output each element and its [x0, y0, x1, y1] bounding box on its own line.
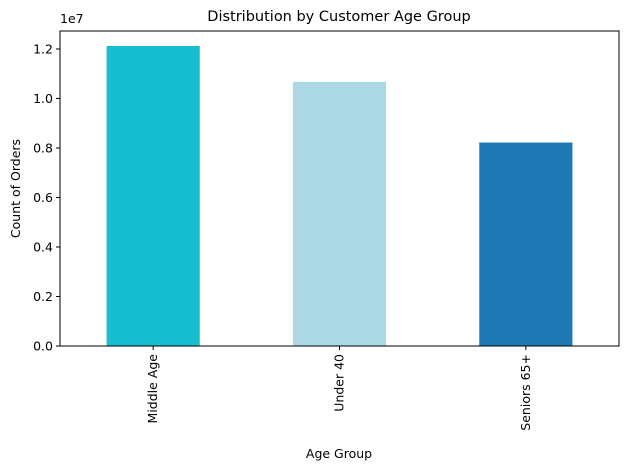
bar-under-40: [292, 81, 387, 347]
x-tick-label: Seniors 65+: [518, 354, 533, 431]
y-tick-label: 0.4: [33, 239, 53, 254]
plot-frame: [59, 30, 620, 347]
x-axis-label: Age Group: [306, 446, 372, 461]
y-axis-label: Count of Orders: [8, 139, 23, 238]
bars-group: [106, 46, 573, 347]
y-axis: 0.0 0.2 0.4 0.6 0.8 1.0 1.2: [33, 41, 60, 354]
y-axis-offset-label: 1e7: [60, 11, 84, 26]
y-tick-label: 0.8: [33, 140, 53, 155]
bar-middle-age: [106, 46, 200, 346]
y-tick-label: 0.6: [33, 190, 53, 205]
x-axis: Middle Age Under 40 Seniors 65+: [145, 346, 533, 431]
x-tick-label: Under 40: [332, 354, 347, 412]
y-tick-label: 1.2: [33, 41, 53, 56]
y-tick-label: 1.0: [33, 91, 53, 106]
chart-title: Distribution by Customer Age Group: [207, 9, 470, 25]
x-tick-label: Middle Age: [145, 354, 160, 424]
y-tick-label: 0.2: [33, 289, 53, 304]
y-tick-label: 0.0: [33, 339, 53, 354]
bar-seniors-65: [479, 142, 573, 346]
